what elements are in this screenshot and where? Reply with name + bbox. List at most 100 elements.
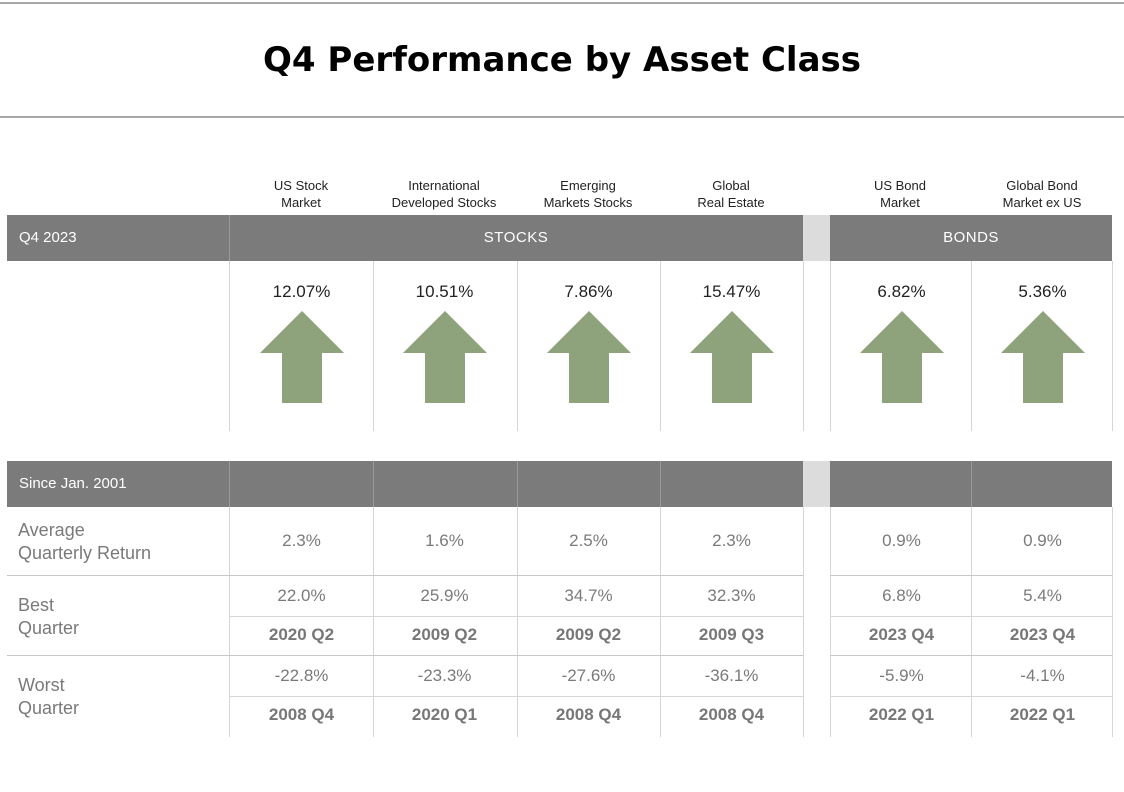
table-cell: -36.1%: [704, 666, 759, 685]
table-subrow-separator: [830, 616, 1112, 617]
column-header-line1: Global: [712, 178, 750, 193]
row-label-best: Best Quarter: [18, 594, 79, 640]
up-arrow-shape: [689, 311, 774, 403]
q4-grid-vline: [803, 261, 804, 431]
column-header-text: International Developed Stocks: [392, 177, 497, 211]
table-cell: 2.3%: [712, 531, 751, 550]
q4-return-value: 6.82%: [877, 282, 926, 301]
table-cell: 34.7%: [564, 586, 613, 605]
column-header-text: Global Real Estate: [697, 177, 764, 211]
table-cell: 2009 Q2: [411, 625, 478, 644]
up-arrow-shape: [259, 311, 344, 403]
q4-band-label: Q4 2023: [19, 229, 77, 246]
table-row-separator: [7, 575, 803, 576]
since-band-divider: [373, 461, 374, 507]
table-cell: 2008 Q4: [555, 705, 622, 724]
band-gap-q4: [803, 215, 830, 261]
table-cell: -23.3%: [417, 666, 472, 685]
table-cell: 2009 Q3: [698, 625, 765, 644]
table-cell: 2022 Q1: [868, 705, 935, 724]
q4-grid-vline: [1112, 261, 1113, 431]
title-bottom-rule: [0, 116, 1124, 118]
table-cell: 32.3%: [707, 586, 756, 605]
table-row-separator: [830, 575, 1112, 576]
up-arrow-shape: [402, 311, 487, 403]
row-label-best-line1: Best: [18, 595, 55, 615]
q4-return-value: 7.86%: [564, 282, 613, 301]
column-header: Emerging Markets Stocks: [508, 176, 668, 212]
up-arrow-icon: [859, 311, 944, 403]
bonds-group-label: BONDS: [943, 229, 999, 246]
table-cell: 2020 Q2: [268, 625, 335, 644]
table-cell: 5.4%: [1023, 586, 1062, 605]
table-cell: 22.0%: [277, 586, 326, 605]
q4-grid-vline: [517, 261, 518, 431]
row-label-average: Average Quarterly Return: [18, 519, 151, 565]
row-label-worst: Worst Quarter: [18, 674, 79, 720]
q4-return-value: 10.51%: [415, 282, 474, 301]
table-cell: 2008 Q4: [268, 705, 335, 724]
table-grid-vline: [1112, 507, 1113, 737]
column-header: International Developed Stocks: [364, 176, 524, 212]
since-band-divider: [229, 461, 230, 507]
row-label-worst-line2: Quarter: [18, 698, 80, 718]
table-cell: 25.9%: [420, 586, 469, 605]
since-band-divider: [517, 461, 518, 507]
table-subrow-separator: [229, 616, 803, 617]
table-cell: -22.8%: [274, 666, 329, 685]
up-arrow-shape: [546, 311, 631, 403]
table-cell: -5.9%: [879, 666, 924, 685]
column-header-line2: Market: [281, 195, 321, 210]
table-grid-vline: [517, 507, 518, 737]
table-grid-vline: [971, 507, 972, 737]
table-subrow-separator: [229, 696, 803, 697]
row-label-best-line2: Quarter: [18, 618, 80, 638]
row-label-worst-line1: Worst: [18, 675, 65, 695]
column-header-line1: Global Bond: [1006, 178, 1078, 193]
table-grid-vline: [803, 507, 804, 737]
table-cell: 2023 Q4: [1009, 625, 1076, 644]
up-arrow-icon: [402, 311, 487, 403]
table-cell: 2008 Q4: [698, 705, 765, 724]
table-cell: 1.6%: [425, 531, 464, 550]
q4-grid-vline: [373, 261, 374, 431]
table-cell: 2.3%: [282, 531, 321, 550]
column-header: US Bond Market: [820, 176, 980, 212]
q4-grid-vline: [971, 261, 972, 431]
column-header-line2: Market ex US: [1002, 195, 1082, 210]
column-header-text: Emerging Markets Stocks: [544, 177, 633, 211]
table-grid-vline: [373, 507, 374, 737]
up-arrow-icon: [259, 311, 344, 403]
column-header-line2: Market: [880, 195, 920, 210]
since-band: Since Jan. 2001: [7, 461, 803, 507]
table-cell: 0.9%: [1023, 531, 1062, 550]
up-arrow-icon: [546, 311, 631, 403]
since-band-divider: [660, 461, 661, 507]
table-cell: -4.1%: [1020, 666, 1065, 685]
up-arrow-shape: [859, 311, 944, 403]
column-header-line1: US Bond: [873, 178, 927, 193]
q4-grid-vline: [830, 261, 831, 431]
up-arrow-icon: [1000, 311, 1085, 403]
table-cell: 0.9%: [882, 531, 921, 550]
column-header-text: US Stock Market: [274, 177, 328, 211]
q4-grid-vline: [229, 261, 230, 431]
row-label-average-line1: Average: [18, 520, 85, 540]
table-cell: 2009 Q2: [555, 625, 622, 644]
q4-return-value: 12.07%: [272, 282, 331, 301]
column-header-text: US Bond Market: [874, 177, 926, 211]
top-rule: [0, 2, 1124, 4]
table-cell: 2020 Q1: [411, 705, 478, 724]
table-cell: 6.8%: [882, 586, 921, 605]
bonds-band: BONDS: [830, 215, 1112, 261]
column-header-text: Global Bond Market ex US: [1003, 177, 1082, 211]
table-grid-vline: [660, 507, 661, 737]
table-cell: -27.6%: [561, 666, 616, 685]
q4-return-value: 15.47%: [702, 282, 761, 301]
table-cell: 2023 Q4: [868, 625, 935, 644]
stocks-group-label: STOCKS: [483, 229, 549, 246]
table-subrow-separator: [830, 696, 1112, 697]
table-cell: 2.5%: [569, 531, 608, 550]
table-row-separator: [830, 655, 1112, 656]
table-row-separator: [7, 655, 803, 656]
